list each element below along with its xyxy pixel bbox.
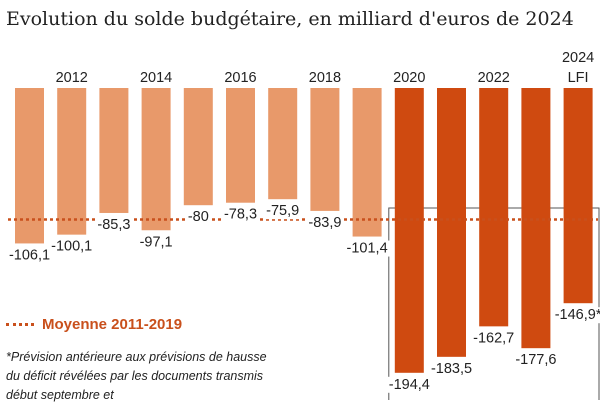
chart-title: Evolution du solde budgétaire, en millia… — [6, 8, 574, 30]
bar-2015 — [183, 88, 213, 206]
value-label-bg-2024 — [552, 307, 600, 324]
value-label-2018: -83,9 — [306, 214, 344, 231]
value-text-2011: -106,1 — [9, 247, 50, 263]
year-sublabel-2024: LFI — [568, 70, 589, 86]
bar-2022 — [479, 88, 509, 327]
year-label-2024: 2024 — [562, 50, 594, 66]
value-label-bg-2013 — [95, 216, 133, 233]
value-label-2024: -146,9* — [552, 307, 600, 324]
value-label-bg-2014 — [137, 234, 175, 251]
value-text-2017: -75,9 — [266, 203, 299, 219]
bar-2011 — [15, 88, 44, 244]
value-label-2012: -100,1 — [49, 238, 95, 255]
bar-2016 — [226, 88, 255, 203]
bar-2024 — [563, 88, 593, 304]
value-label-2021: -183,5 — [428, 360, 475, 377]
value-text-2013: -85,3 — [97, 217, 130, 233]
value-text-2016: -78,3 — [224, 207, 257, 223]
value-text-2020: -194,4 — [389, 377, 430, 393]
value-text-2022: -162,7 — [473, 330, 514, 346]
bar-2012 — [57, 88, 87, 235]
year-label-2016: 2016 — [224, 70, 256, 86]
value-label-2016: -78,3 — [221, 206, 260, 223]
year-label-2020: 2020 — [393, 70, 425, 86]
year-label-2014: 2014 — [140, 70, 172, 86]
value-label-bg-2016 — [221, 206, 260, 223]
value-label-2019: -101,4 — [344, 240, 390, 257]
bar-2014 — [141, 88, 171, 231]
footnote: *Prévision antérieure aux prévisions de … — [6, 350, 267, 402]
value-label-bg-2015 — [185, 209, 211, 226]
value-label-bg-2018 — [306, 214, 344, 231]
bar-2023 — [521, 88, 551, 349]
value-label-bg-2012 — [49, 238, 95, 255]
value-text-2021: -183,5 — [431, 361, 472, 377]
value-label-2014: -97,1 — [137, 234, 175, 251]
value-text-2023: -177,6 — [515, 352, 556, 368]
value-label-bg-2023 — [513, 352, 559, 369]
value-label-bg-2020 — [386, 376, 432, 393]
value-label-bg-2011 — [6, 247, 53, 264]
value-text-2024: -146,9* — [555, 307, 600, 323]
value-label-2011: -106,1 — [6, 247, 53, 264]
bar-2013 — [99, 88, 129, 213]
value-label-bg-2021 — [428, 360, 475, 377]
value-label-2023: -177,6 — [513, 352, 559, 369]
legend: Moyenne 2011-2019 — [6, 316, 182, 333]
value-label-2022: -162,7 — [471, 330, 517, 347]
bar-2018 — [310, 88, 340, 211]
year-label-2012: 2012 — [56, 70, 88, 86]
legend-label-average: Moyenne 2011-2019 — [42, 316, 183, 333]
value-text-2015: -80 — [188, 209, 209, 225]
bar-2019 — [352, 88, 382, 237]
value-label-2020: -194,4 — [386, 376, 432, 393]
average-line-swatch — [6, 323, 34, 326]
value-label-bg-2022 — [471, 330, 517, 347]
value-text-2019: -101,4 — [347, 241, 388, 257]
value-text-2012: -100,1 — [51, 239, 92, 255]
bar-2020 — [394, 88, 424, 373]
value-text-2014: -97,1 — [140, 234, 173, 250]
bar-2021 — [437, 88, 466, 357]
value-label-2015: -80 — [185, 209, 211, 226]
bar-2017 — [268, 88, 298, 200]
year-label-2018: 2018 — [309, 70, 341, 86]
year-label-2022: 2022 — [478, 70, 510, 86]
value-label-bg-2017 — [264, 203, 302, 220]
value-label-2013: -85,3 — [95, 216, 133, 233]
value-text-2018: -83,9 — [308, 215, 341, 231]
value-label-2017: -75,9 — [264, 203, 302, 220]
value-label-bg-2019 — [344, 240, 390, 257]
